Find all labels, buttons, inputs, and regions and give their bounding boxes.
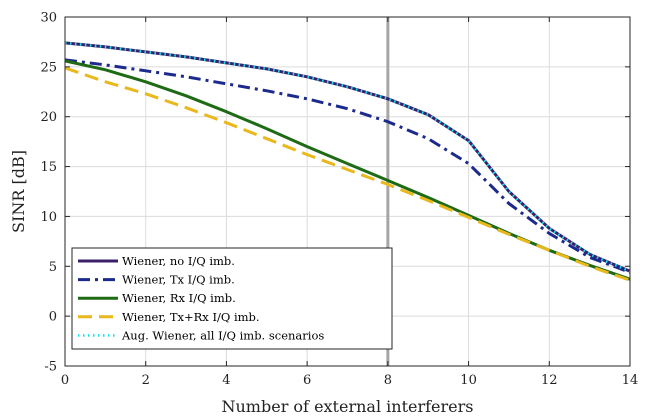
- x-tick-label: 4: [222, 373, 230, 388]
- series-line-3: [64, 59, 631, 281]
- y-tick-label: 5: [49, 260, 57, 275]
- x-axis-label: Number of external interferers: [222, 397, 474, 416]
- legend-label-5: Aug. Wiener, all I/Q imb. scenarios: [121, 328, 324, 342]
- legend-label-2: Wiener, Tx I/Q imb.: [122, 273, 235, 287]
- y-tick-label: 30: [40, 11, 57, 26]
- series-layer: [64, 41, 631, 282]
- legend-label-4: Wiener, Tx+Rx I/Q imb.: [122, 310, 260, 324]
- y-axis-label: SINR [dB]: [9, 150, 28, 233]
- legend: Wiener, no I/Q imb. Wiener, Tx I/Q imb. Wi…: [71, 247, 393, 350]
- axis-ticks: 0 2 4 6 8 10 12 14 -5 0 5 10 15 20 25 30: [40, 11, 638, 389]
- legend-box: [71, 247, 393, 350]
- series-line-4: [64, 66, 631, 282]
- x-tick-label: 6: [303, 373, 311, 388]
- x-tick-label: 0: [61, 373, 69, 388]
- legend-label-1: Wiener, no I/Q imb.: [122, 254, 235, 268]
- series-line-5: [64, 41, 631, 273]
- y-tick-label: 10: [40, 210, 57, 225]
- x-tick-label: 10: [460, 373, 477, 388]
- x-tick-label: 8: [384, 373, 392, 388]
- plot-frame: [64, 16, 631, 367]
- y-tick-label: 15: [40, 160, 57, 175]
- legend-label-3: Wiener, Rx I/Q imb.: [122, 291, 236, 305]
- y-tick-label: 20: [40, 110, 57, 125]
- y-tick-label: -5: [44, 360, 57, 375]
- y-tick-label: 25: [40, 60, 57, 75]
- x-tick-label: 2: [142, 373, 150, 388]
- y-tick-label: 0: [49, 310, 57, 325]
- x-tick-label: 12: [541, 373, 558, 388]
- x-tick-label: 14: [622, 373, 639, 388]
- series-line-2: [64, 58, 631, 274]
